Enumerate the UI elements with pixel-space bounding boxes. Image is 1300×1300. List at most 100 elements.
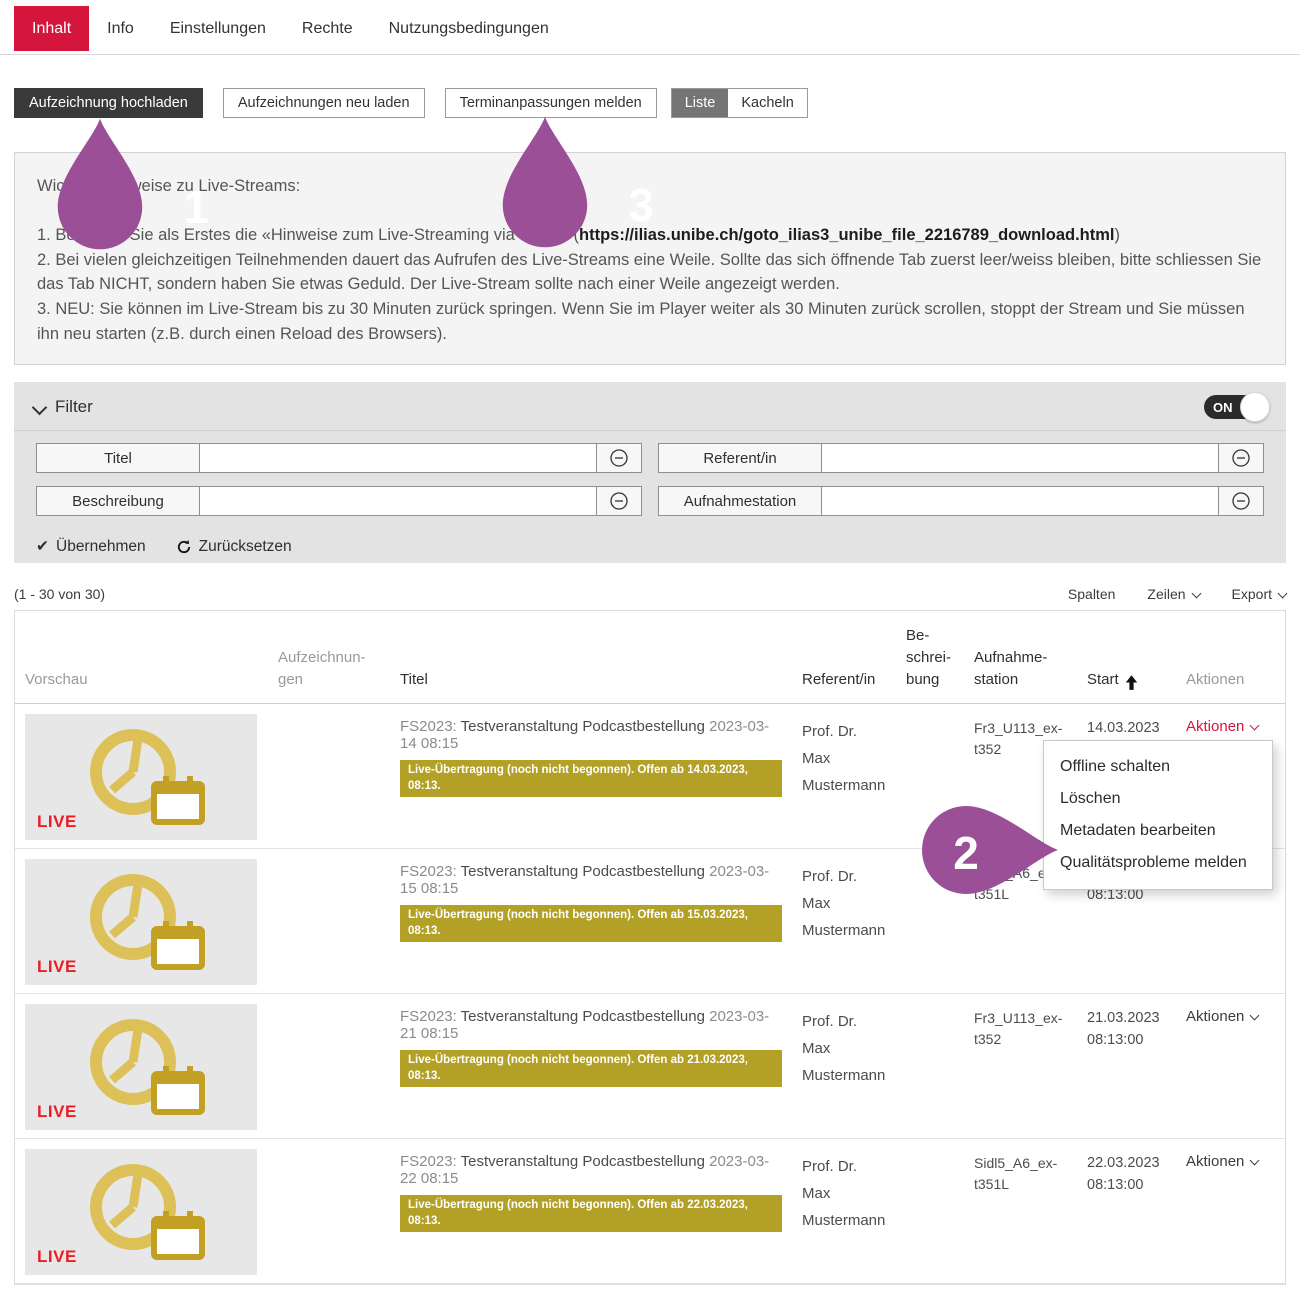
title-prefix: FS2023: <box>400 718 457 736</box>
col-header-start[interactable]: Start <box>1077 611 1176 703</box>
tab-info[interactable]: Info <box>107 19 134 37</box>
actions-menu-button[interactable]: Aktionen <box>1186 1153 1275 1170</box>
upload-recording-button[interactable]: Aufzeichnung hochladen <box>14 88 203 118</box>
filter-on-toggle[interactable]: ON <box>1204 392 1270 422</box>
annotation-balloon-3: 3 <box>497 114 654 250</box>
rows-control[interactable]: Zeilen <box>1147 586 1201 602</box>
menu-item-offline-schalten[interactable]: Offline schalten <box>1060 758 1170 775</box>
filter-apply-button[interactable]: ✔ Übernehmen <box>36 537 146 556</box>
reset-icon <box>177 539 190 553</box>
teardrop-right-icon <box>922 806 1058 894</box>
col-header-aktionen: Aktionen <box>1186 670 1245 688</box>
view-list-button[interactable]: Liste <box>671 89 729 117</box>
title-datetime: 2023-03-15 08:15 <box>400 863 770 898</box>
table-row: LIVE FS2023: Testveranstaltung Podcastbe… <box>15 849 1285 995</box>
tab-rechte[interactable]: Rechte <box>301 19 353 37</box>
referent-cell: Prof. Dr. Max Mustermann <box>802 723 886 795</box>
annotation-balloon-2: 2 <box>920 800 1060 900</box>
filter-apply-label: Übernehmen <box>56 537 146 555</box>
live-status-badge: Live-Übertragung (noch nicht begonnen). … <box>400 1050 782 1088</box>
filter-input-beschreibung[interactable] <box>199 487 597 515</box>
actions-dropdown-menu: Offline schalten Löschen Metadaten bearb… <box>1043 740 1273 890</box>
station-cell: Sidl5_A6_ex- t351L <box>974 1155 1058 1193</box>
start-cell: 21.03.2023 08:13:00 <box>1087 1010 1160 1048</box>
live-clock-icon <box>90 729 205 826</box>
menu-item-metadaten-bearbeiten[interactable]: Metadaten bearbeiten <box>1060 822 1216 839</box>
preview-thumbnail[interactable]: LIVE <box>25 1004 257 1131</box>
filter-remove-referent-icon[interactable] <box>1219 444 1263 472</box>
filter-remove-beschreibung-icon[interactable] <box>597 487 641 515</box>
report-schedule-change-button[interactable]: Terminanpassungen melden <box>444 88 657 118</box>
filter-toggle-knob[interactable] <box>1240 392 1270 422</box>
referent-cell: Prof. Dr. Max Mustermann <box>802 868 886 940</box>
title-cell: FS2023: Testveranstaltung Podcastbestell… <box>390 849 792 952</box>
col-header-aufnahmestation[interactable]: Aufnahme- station <box>974 648 1048 688</box>
tab-inhalt[interactable]: Inhalt <box>14 6 90 51</box>
preview-thumbnail[interactable]: LIVE <box>25 714 257 841</box>
chevron-down-icon <box>1249 1010 1260 1021</box>
description-cell <box>896 1139 964 1163</box>
filter-remove-titel-icon[interactable] <box>597 444 641 472</box>
recordings-cell <box>268 994 390 1018</box>
live-status-badge: Live-Übertragung (noch nicht begonnen). … <box>400 1195 782 1233</box>
col-header-vorschau: Vorschau <box>25 670 88 688</box>
info-item-1-text: 1. Beachten Sie als Erstes die «Hinweise… <box>37 225 580 244</box>
info-item-2: 2. Bei vielen gleichzeitigen Teilnehmend… <box>37 250 1262 294</box>
reload-recordings-button[interactable]: Aufzeichnungen neu laden <box>222 88 425 118</box>
tab-nutzungsbedingungen[interactable]: Nutzungsbedingungen <box>388 19 549 37</box>
filter-reset-label: Zurücksetzen <box>198 537 292 555</box>
chevron-down-icon <box>1191 588 1201 598</box>
actions-menu-button[interactable]: Aktionen <box>1186 1008 1275 1025</box>
chevron-down-icon <box>1277 588 1288 598</box>
filter-reset-button[interactable]: Zurücksetzen <box>176 538 292 556</box>
col-header-titel[interactable]: Titel <box>400 670 428 688</box>
filter-label-aufnahmestation: Aufnahmestation <box>683 492 797 510</box>
filter-label-beschreibung: Beschreibung <box>72 492 164 510</box>
teardrop-up-icon <box>502 116 588 248</box>
live-clock-icon <box>90 874 205 971</box>
preview-thumbnail[interactable]: LIVE <box>25 859 257 986</box>
recordings-cell <box>268 704 390 728</box>
chevron-down-icon <box>1249 1155 1260 1166</box>
live-badge: LIVE <box>37 957 77 977</box>
filter-remove-aufnahmestation-icon[interactable] <box>1219 487 1263 515</box>
col-header-beschreibung[interactable]: Be- schrei- bung <box>906 627 952 688</box>
filter-input-referent[interactable] <box>821 444 1219 472</box>
live-badge: LIVE <box>37 812 77 832</box>
tab-einstellungen[interactable]: Einstellungen <box>169 19 266 37</box>
columns-control[interactable]: Spalten <box>1067 586 1116 602</box>
referent-cell: Prof. Dr. Max Mustermann <box>802 1158 886 1230</box>
filter-input-aufnahmestation[interactable] <box>821 487 1219 515</box>
info-item-3: 3. NEU: Sie können im Live-Stream bis zu… <box>37 300 1245 343</box>
preview-thumbnail[interactable]: LIVE <box>25 1149 257 1276</box>
table-meta-bar: (1 - 30 von 30) Spalten Zeilen Export <box>14 586 1288 602</box>
title-datetime: 2023-03-14 08:15 <box>400 718 770 753</box>
info-item-1: 1. Beachten Sie als Erstes die «Hinweise… <box>37 223 1263 248</box>
filter-collapse-chevron-icon[interactable] <box>31 399 48 415</box>
filter-field-aufnahmestation: Aufnahmestation <box>658 486 1264 516</box>
chevron-down-icon <box>1249 720 1260 731</box>
live-badge: LIVE <box>37 1102 77 1122</box>
filter-label-titel: Titel <box>104 449 132 467</box>
description-cell <box>896 994 964 1018</box>
actions-menu-button[interactable]: Aktionen <box>1186 718 1275 735</box>
result-range: (1 - 30 von 30) <box>14 586 106 602</box>
referent-cell: Prof. Dr. Max Mustermann <box>802 1013 886 1085</box>
menu-item-qualitaetsprobleme-melden[interactable]: Qualitätsprobleme melden <box>1060 854 1247 871</box>
title-main[interactable]: Testveranstaltung Podcastbestellung <box>460 718 705 736</box>
title-cell: FS2023: Testveranstaltung Podcastbestell… <box>390 704 792 807</box>
title-main[interactable]: Testveranstaltung Podcastbestellung <box>460 1008 705 1026</box>
export-control[interactable]: Export <box>1232 586 1288 602</box>
col-header-referent[interactable]: Referent/in <box>802 670 876 688</box>
live-status-badge: Live-Übertragung (noch nicht begonnen). … <box>400 905 782 943</box>
title-main[interactable]: Testveranstaltung Podcastbestellung <box>460 1153 705 1171</box>
title-main[interactable]: Testveranstaltung Podcastbestellung <box>460 863 705 881</box>
live-status-badge: Live-Übertragung (noch nicht begonnen). … <box>400 760 782 798</box>
top-tab-bar: Inhalt Info Einstellungen Rechte Nutzung… <box>0 0 1300 55</box>
info-link[interactable]: https://ilias.unibe.ch/goto_ilias3_unibe… <box>579 225 1115 244</box>
menu-item-loeschen[interactable]: Löschen <box>1060 790 1121 807</box>
filter-input-titel[interactable] <box>199 444 597 472</box>
view-tiles-button[interactable]: Kacheln <box>728 89 807 117</box>
annotation-balloon-1: 1 <box>52 116 209 252</box>
